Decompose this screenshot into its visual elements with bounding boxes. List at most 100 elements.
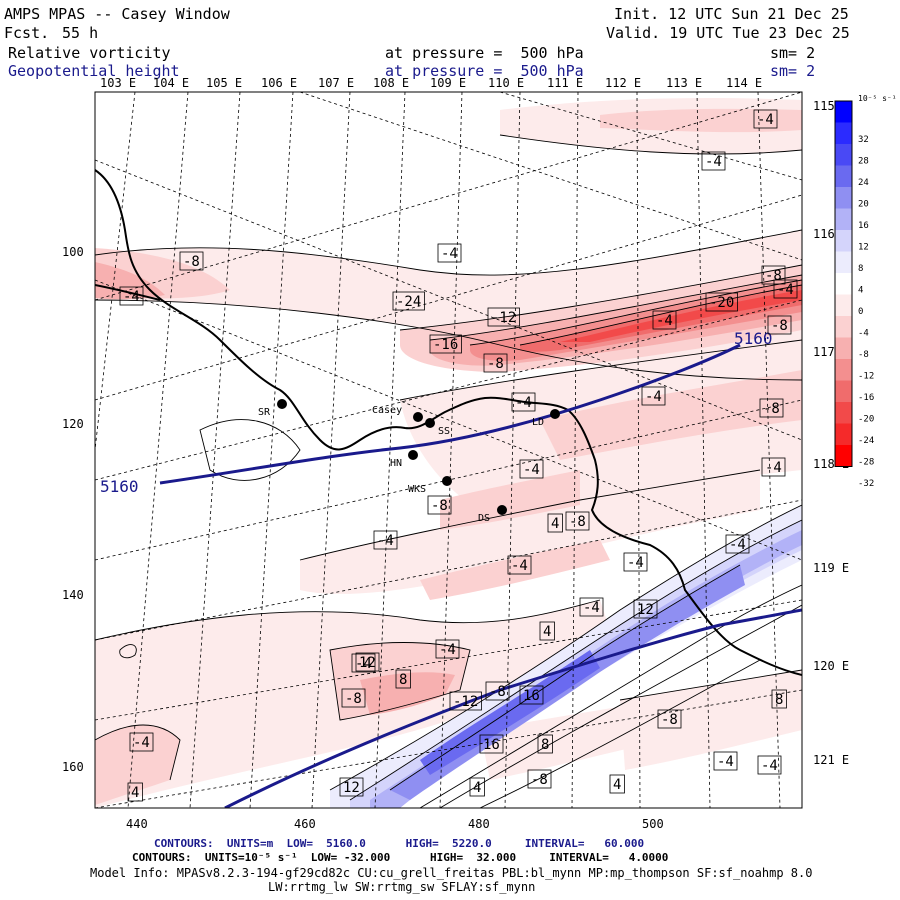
colorbar-swatch (835, 101, 852, 123)
station-label: SS (438, 426, 450, 437)
footer-vorticity-contours: CONTOURS: UNITS=10⁻⁵ s⁻¹ LOW= -32.000 HI… (132, 851, 669, 864)
vorticity-label: -4 (373, 530, 398, 550)
init-time: Init. 12 UTC Sun 21 Dec 25 (614, 5, 849, 23)
svg-text:-12: -12 (491, 310, 516, 326)
colorbar-label: -32 (858, 479, 874, 489)
colorbar-swatch (835, 144, 852, 166)
colorbar-swatch (835, 273, 852, 295)
vorticity-label: 4 (609, 774, 625, 794)
field1-level: at pressure = 500 hPa (385, 44, 584, 62)
vorticity-label: -4 (119, 286, 144, 306)
vorticity-label: -4 (579, 597, 604, 617)
svg-text:4: 4 (551, 516, 559, 532)
svg-text:-4: -4 (627, 555, 644, 571)
svg-text:-8: -8 (771, 318, 788, 334)
coastline-segment (95, 284, 161, 301)
height-contour-label: 5160 (734, 329, 773, 348)
vorticity-label: -20 (705, 292, 738, 312)
colorbar-label: 32 (858, 135, 869, 145)
vorticity-label: -4 (623, 552, 648, 572)
footer-height-contours: CONTOURS: UNITS=m LOW= 5160.0 HIGH= 5220… (154, 837, 645, 850)
vorticity-label: -4 (713, 751, 738, 771)
lon-label-top: 112 E (605, 76, 642, 90)
colorbar-swatch (835, 337, 852, 359)
station-marker-ld (550, 409, 560, 419)
x-tick-label: 500 (642, 817, 664, 831)
svg-text:-4: -4 (761, 758, 778, 774)
stations (277, 399, 560, 515)
vorticity-label: -4 (773, 279, 798, 299)
vorticity-label: -8 (179, 251, 204, 271)
colorbar-label: 12 (858, 243, 869, 253)
valid-time: Valid. 19 UTC Tue 23 Dec 25 (606, 24, 850, 42)
vorticity-label: -12 (449, 691, 482, 711)
vorticity-label: -4 (725, 534, 750, 554)
colorbar-label: -4 (858, 329, 869, 339)
svg-text:-4: -4 (511, 558, 528, 574)
colorbar-label: -12 (858, 372, 874, 382)
svg-text:8: 8 (541, 737, 549, 753)
svg-text:-4: -4 (133, 735, 150, 751)
svg-text:-4: -4 (645, 389, 662, 405)
svg-text:16: 16 (523, 688, 540, 704)
vorticity-label: -8 (759, 398, 784, 418)
coastline (95, 169, 802, 676)
colorbar-label: -20 (858, 415, 874, 425)
y-tick-label: 120 (62, 417, 84, 431)
colorbar-label: 4 (858, 286, 863, 296)
svg-text:4: 4 (543, 624, 551, 640)
colorbar-unit: 10⁻⁵ s⁻¹ (858, 94, 897, 103)
vorticity-label: -4 (757, 755, 782, 775)
vorticity-label: 12 (355, 652, 380, 672)
colorbar: 32 28 24 20 16 12 8 4 0 -4 -8 -12 -16 -20 -24 -28 -32 (834, 100, 874, 489)
svg-text:-8: -8 (569, 514, 586, 530)
svg-text:-4: -4 (377, 533, 394, 549)
svg-text:-4: -4 (355, 656, 372, 672)
field2-level: at pressure = 500 hPa (385, 62, 584, 80)
lon-label-top: 106 E (261, 76, 298, 90)
colorbar-swatch (835, 251, 852, 273)
svg-text:-20: -20 (709, 295, 734, 311)
lon-label-top: 110 E (488, 76, 525, 90)
station-label: WKS (408, 484, 426, 495)
lon-label-top: 108 E (373, 76, 410, 90)
svg-text:-8: -8 (345, 691, 362, 707)
field2-name: Geopotential height (8, 62, 180, 80)
vorticity-label: -4 (652, 310, 677, 330)
svg-text:-8: -8 (531, 772, 548, 788)
svg-text:16: 16 (483, 737, 500, 753)
lon-label-top: 103 E (100, 76, 137, 90)
vorticity-label: -8 (565, 511, 590, 531)
svg-text:-8: -8 (183, 254, 200, 270)
vorticity-label: 8 (395, 669, 411, 689)
station-label: LD (532, 417, 544, 428)
vorticity-label: 4 (547, 513, 563, 533)
map-frame (94, 91, 803, 809)
lon-label-top: 109 E (430, 76, 467, 90)
vorticity-label: -4 (641, 386, 666, 406)
colorbar-swatch (835, 316, 852, 338)
svg-text:-4: -4 (441, 246, 458, 262)
svg-text:-8: -8 (487, 356, 504, 372)
colorbar-swatch (835, 380, 852, 402)
svg-text:-4: -4 (705, 154, 722, 170)
x-tick-label: 480 (468, 817, 490, 831)
svg-text:4: 4 (613, 777, 621, 793)
svg-text:-4: -4 (777, 282, 794, 298)
footer-physics-info: LW:rrtmg_lw SW:rrtmg_sw SFLAY:sf_mynn (268, 880, 536, 894)
svg-text:8: 8 (399, 672, 407, 688)
colorbar-label: 28 (858, 157, 869, 167)
footer-model-info: Model Info: MPASv8.2.3-194-gf29cd82c CU:… (90, 866, 813, 880)
station-marker-sr (277, 399, 287, 409)
station-label: DS (478, 513, 490, 524)
field1-name: Relative vorticity (8, 44, 171, 62)
vorticity-label: -8 (483, 353, 508, 373)
lon-label-top: 113 E (666, 76, 703, 90)
colorbar-label: -28 (858, 458, 874, 468)
colorbar-label: 20 (858, 200, 869, 210)
forecast-hour: 55 h (62, 24, 99, 42)
vorticity-label: -8 (341, 688, 366, 708)
lon-label-top: 111 E (547, 76, 584, 90)
colorbar-swatch (835, 294, 852, 316)
